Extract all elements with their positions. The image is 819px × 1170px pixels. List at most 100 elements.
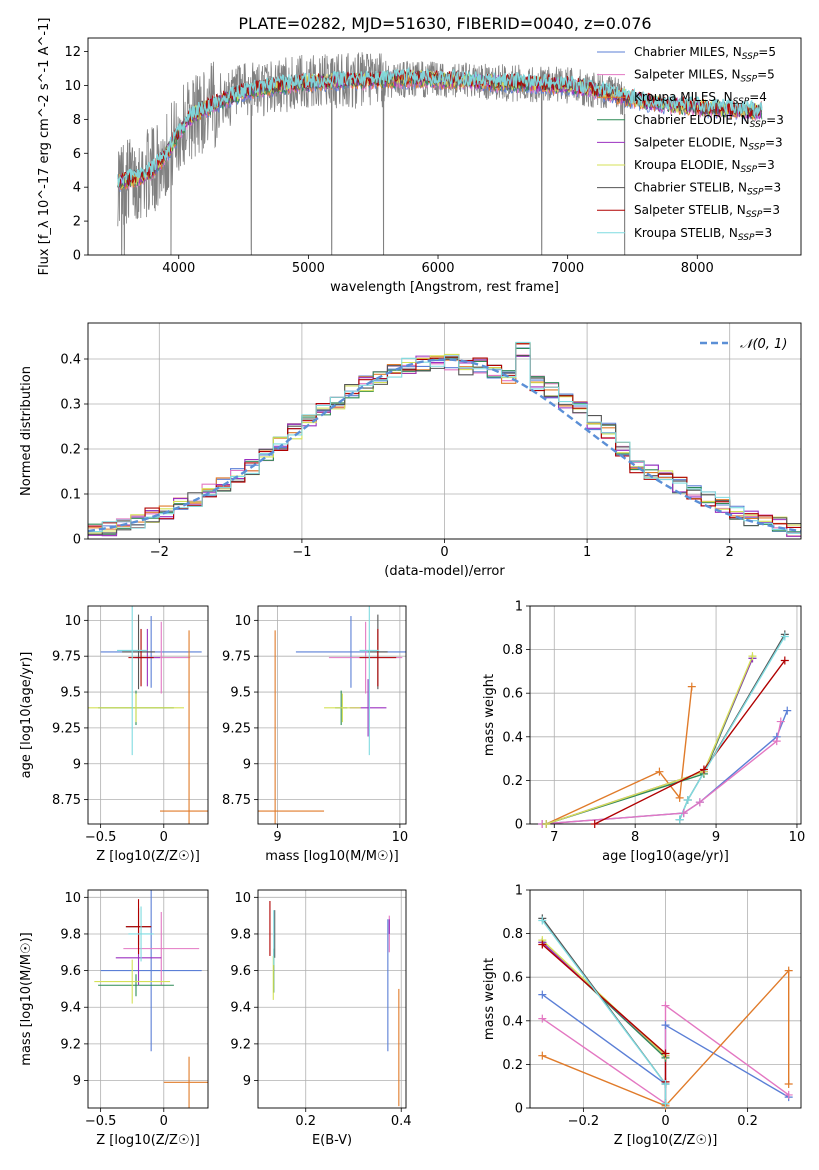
y-tick-label: 9.5 — [60, 686, 81, 701]
y-tick-label: 0.6 — [502, 687, 523, 702]
y-tick-label: 10 — [234, 891, 251, 906]
legend-label-suffix: =3 — [766, 113, 784, 127]
y-tick-label: 0 — [515, 1102, 523, 1117]
weight-marker — [748, 652, 757, 661]
x-tick-label: 0 — [160, 830, 168, 845]
y-tick-label: 0.6 — [502, 971, 523, 986]
weight-marker — [780, 656, 789, 665]
y-tick-label: 8.75 — [52, 793, 81, 808]
legend-label: Chabrier MILES, NSSP=5 — [634, 45, 776, 62]
panel-weight-vs-Z: −0.2 0 0.2 0 0.2 0.4 0.6 0.8 1 Z [log10(Z/Z☉)] mas… — [482, 884, 802, 1148]
y-tick-label: 9.2 — [60, 1037, 81, 1052]
y-tick-label: 9.4 — [60, 1001, 81, 1016]
legend-label: Chabrier ELODIE, NSSP=3 — [634, 113, 784, 130]
y-tick-label: 9.4 — [230, 1001, 251, 1016]
legend-label-base: Salpeter MILES, N — [634, 68, 741, 82]
legend-label: Salpeter MILES, NSSP=5 — [634, 68, 775, 85]
x-tick-label: 0 — [661, 1114, 669, 1129]
weight-line-kroupa-elodie — [545, 655, 754, 824]
weight-marker — [538, 990, 547, 999]
legend-label-base: Kroupa ELODIE, N — [634, 158, 741, 172]
grid-mass-vs-ebv — [258, 890, 406, 1108]
y-tick-label: 0.4 — [60, 353, 81, 368]
weight-marker — [538, 1051, 547, 1060]
plot-area-spectrum — [117, 52, 763, 255]
legend-label-sub: SSP — [742, 52, 759, 62]
panel-mass-vs-ebv: 0.2 0.4 9 9.2 9.4 9.6 9.8 10 E(B-V) — [230, 889, 412, 1148]
weight-marker — [661, 1080, 670, 1089]
legend-label-base: Salpeter ELODIE, N — [634, 135, 748, 149]
y-tick-label: 9.8 — [60, 927, 81, 942]
x-tick-label: −0.5 — [85, 830, 117, 845]
y-tick-label: 0 — [73, 249, 81, 264]
y-tick-label: 0 — [73, 533, 81, 548]
weight-marker — [661, 1099, 670, 1108]
axes-frame — [529, 605, 802, 825]
weight-marker — [784, 1080, 793, 1089]
model-spectrum-kroupa-stelib — [117, 66, 763, 187]
y-tick-label: 1 — [515, 884, 523, 899]
x-tick-label: −0.2 — [568, 1114, 600, 1129]
y-tick-label: 9.6 — [230, 964, 251, 979]
x-tick-label: 10 — [789, 830, 806, 845]
weight-marker — [538, 1014, 547, 1023]
weight-line-chabrier-miles — [542, 710, 788, 824]
legend-label-suffix: =4 — [749, 90, 767, 104]
legend-label-sub: SSP — [746, 210, 763, 220]
y-tick-label: 9.6 — [60, 964, 81, 979]
weight-marker — [683, 796, 692, 805]
plot-area-mass-vs-ebv — [269, 900, 400, 1107]
y-axis-label: mass weight — [482, 958, 497, 1040]
x-tick-label: 0.2 — [737, 1114, 758, 1129]
weight-marker — [542, 820, 551, 828]
legend-label-base: Salpeter STELIB, N — [634, 203, 746, 217]
x-tick-label: 8 — [631, 830, 639, 845]
y-tick-label: 2 — [73, 215, 81, 230]
legend-label-sub: SSP — [738, 233, 755, 243]
weight-line-kroupa-miles — [542, 968, 790, 1107]
weight-marker — [699, 765, 708, 774]
legend-label-suffix: =3 — [764, 181, 782, 195]
y-axis-label: mass weight — [482, 674, 497, 756]
legend-label-base: Kroupa MILES, N — [634, 90, 733, 104]
y-tick-label: 0.1 — [60, 488, 81, 503]
grid-age-vs-mass — [258, 606, 406, 824]
legend-label-sub: SSP — [748, 142, 765, 152]
weight-marker — [784, 1090, 793, 1099]
ticks-spectrum: 4000 5000 6000 7000 8000 0 2 4 6 8 10 12 — [64, 45, 713, 276]
y-tick-label: 0.2 — [502, 1058, 523, 1073]
ticks-mass-vs-Z: −0.5 0 9 9.2 9.4 9.6 9.8 10 — [60, 891, 168, 1129]
axes-frame — [257, 605, 407, 825]
y-tick-label: 8.75 — [222, 793, 251, 808]
y-tick-label: 10 — [234, 614, 251, 629]
x-axis-label: (data-model)/error — [384, 564, 505, 579]
x-tick-label: 0.4 — [391, 1114, 412, 1129]
y-tick-label: 9.25 — [222, 721, 251, 736]
legend-label-sub: SSP — [750, 120, 767, 130]
weight-marker — [661, 1021, 670, 1030]
legend-label-suffix: =5 — [757, 68, 775, 82]
x-tick-label: 9 — [712, 830, 720, 845]
legend-label: Salpeter ELODIE, NSSP=3 — [634, 135, 783, 152]
weight-marker — [538, 940, 547, 949]
grid-weight-vs-age — [530, 605, 801, 825]
legend-label-base: Chabrier ELODIE, N — [634, 113, 750, 127]
weight-line-kroupa-elodie — [541, 939, 666, 1057]
weight-line-kroupa-miles — [545, 686, 693, 824]
plot-area-weight-vs-Z — [541, 917, 790, 1107]
legend-label: Salpeter STELIB, NSSP=3 — [634, 203, 780, 220]
legend-label-base: Kroupa STELIB, N — [634, 226, 738, 240]
legend-label: Chabrier STELIB, NSSP=3 — [634, 181, 781, 198]
y-tick-label: 4 — [73, 181, 81, 196]
x-axis-label: mass [log10(M/M☉)] — [265, 849, 398, 864]
y-tick-label: 9.5 — [230, 686, 251, 701]
y-axis-label: Normed distribution — [19, 366, 34, 496]
weight-marker — [784, 966, 793, 975]
axes-frame — [87, 889, 209, 1109]
weight-marker — [679, 809, 688, 818]
plot-area-age-vs-mass — [258, 606, 406, 824]
y-tick-label: 0.2 — [502, 774, 523, 789]
legend-label-suffix: =3 — [757, 158, 775, 172]
